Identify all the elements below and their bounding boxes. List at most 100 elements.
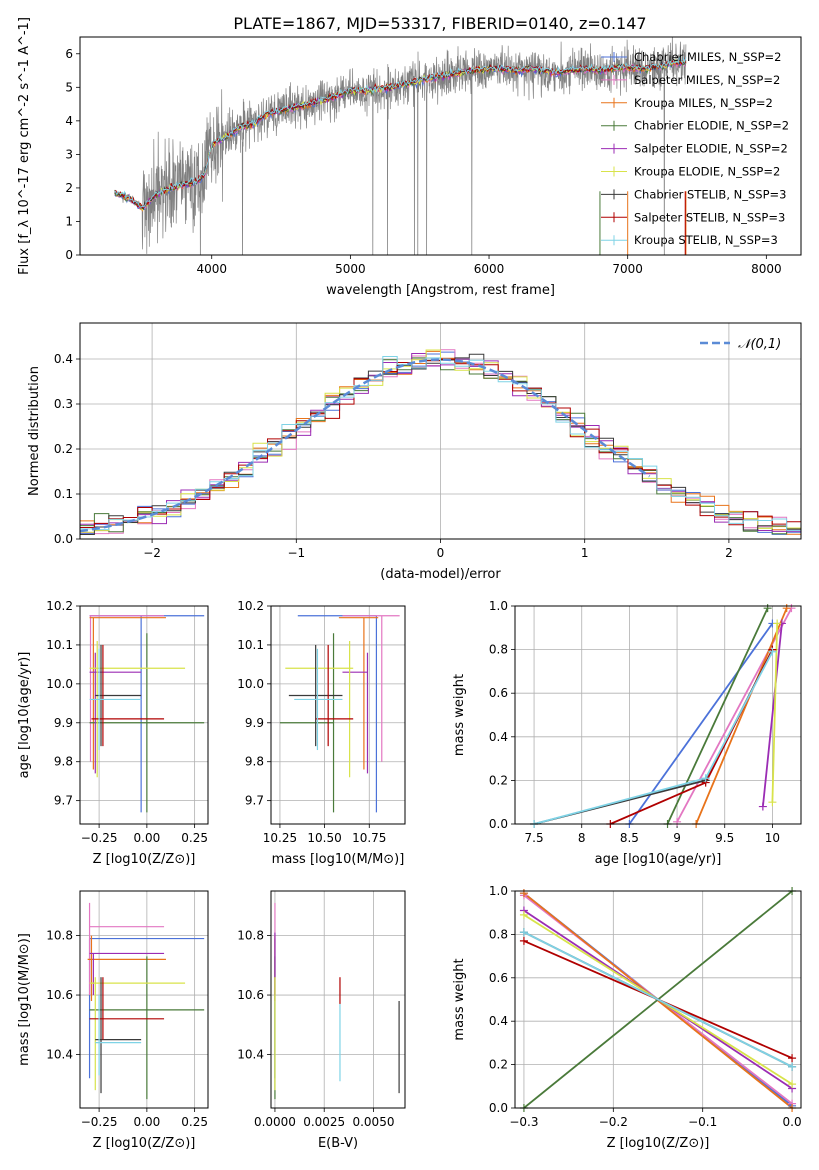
y-tick-label: 5 [65,80,73,94]
figure-title: PLATE=1867, MJD=53317, FIBERID=0140, z=0… [233,14,646,33]
y-tick-label: 6 [65,47,73,61]
y-axis-label: mass weight [452,958,467,1040]
panel-residuals: −2 −1 0 1 2 0.0 0.1 0.2 0.3 0.4 (data-model)/error… [27,322,802,582]
x-axis-label: E(B-V) [318,1136,358,1151]
y-tick-label: 10.0 [46,677,73,691]
panel-age_vs_mass: 10.25 10.50 10.75 9.7 9.8 9.9 10.0 10.1 10.2 mass… [237,599,406,867]
x-tick-label: −0.25 [81,831,118,845]
y-tick-label: 0.4 [489,730,508,744]
y-tick-label: 10.4 [46,1047,73,1061]
y-tick-label: 9.8 [54,755,73,769]
x-axis-label: (data-model)/error [380,567,501,582]
y-axis-label: Normed distribution [27,366,42,496]
y-tick-label: 9.9 [54,716,73,730]
mass-weight-point [788,1080,797,1089]
legend-entry: Salpeter ELODIE, N_SSP=2 [634,142,788,156]
x-tick-label: 10.25 [263,831,297,845]
x-axis-label: mass [log10(M/M⊙)] [272,852,405,867]
y-tick-label: 1.0 [489,884,508,898]
mass-weight-point [768,647,777,656]
y-tick-label: 10.2 [46,599,73,613]
y-tick-label: 10.4 [237,1047,264,1061]
x-tick-label: −0.25 [81,1115,118,1129]
x-tick-label: 9.5 [715,831,734,845]
x-tick-label: −1 [287,546,305,560]
axes-frame [79,322,802,540]
mass-weight-line [533,651,774,824]
y-tick-label: 1 [65,214,73,228]
mass-weight-line [695,607,788,824]
y-axis-label: mass weight [452,674,467,756]
axes-frame [514,890,802,1109]
x-axis-label: wavelength [Angstrom, rest frame] [326,283,555,298]
panel-mass_vs_EBV: 0.0000 0.0025 0.0050 10.4 10.6 10.8 E(B-V) [237,890,406,1151]
legend-entry: Chabrier STELIB, N_SSP=3 [634,187,786,201]
residual-histogram [80,356,801,531]
panel-age_vs_Z: −0.25 0.00 0.25 9.7 9.8 9.9 10.0 10.1 10.2 Z [log… [17,599,209,867]
residual-histogram [80,353,801,532]
y-tick-label: 0.0 [489,817,508,831]
y-tick-label: 10.8 [46,929,73,943]
mass-weight-point [701,774,710,783]
mass-weight-point [768,798,777,807]
mass-weight-point [673,817,682,826]
y-tick-label: 0.8 [489,643,508,657]
x-tick-label: 10.75 [352,831,386,845]
y-tick-label: 0.1 [54,487,73,501]
axes-frame [79,890,209,1109]
x-tick-label: 8.5 [620,831,639,845]
mass-weight-line [771,623,779,803]
y-tick-label: 0.6 [489,971,508,985]
x-tick-label: −2 [143,546,161,560]
legend-entry: 𝒩(0,1) [738,337,781,352]
mass-weight-point [519,936,528,945]
legend-entry: Kroupa MILES, N_SSP=2 [634,96,773,110]
x-axis-label: Z [log10(Z/Z⊙)] [93,1136,196,1151]
x-tick-label: 1 [581,546,589,560]
y-tick-label: 0.6 [489,686,508,700]
y-axis-label: mass [log10(M/M⊙)] [17,933,32,1066]
x-tick-label: −0.3 [509,1115,538,1129]
x-tick-label: 10 [765,831,780,845]
x-tick-label: 8 [578,831,586,845]
y-tick-label: 0.3 [54,397,73,411]
x-tick-label: 0.0000 [254,1115,296,1129]
x-tick-label: 0.0 [783,1115,802,1129]
x-tick-label: 7.5 [525,831,544,845]
y-axis-label: Flux [f_λ 10^-17 erg cm^-2 s^-1 A^-1] [17,17,32,275]
legend-entry: Kroupa ELODIE, N_SSP=2 [634,165,780,179]
plot-area [523,891,793,1108]
axes-frame [270,890,406,1109]
legend-entry: Kroupa STELIB, N_SSP=3 [634,233,778,247]
y-tick-label: 10.8 [237,929,264,943]
axes-frame [270,605,406,825]
y-tick-label: 9.8 [245,755,264,769]
y-tick-label: 0 [65,248,73,262]
y-tick-label: 10.1 [46,638,73,652]
mass-weight-point [519,928,528,937]
plot-area [533,607,793,824]
x-tick-label: 4000 [196,262,227,276]
x-tick-label: −0.2 [599,1115,628,1129]
panel-mass_vs_Z: −0.25 0.00 0.25 10.4 10.6 10.8 Z [log10(Z/Z⊙)]… [17,890,209,1151]
y-tick-label: 10.0 [237,677,264,691]
gaussian-curve [80,358,651,533]
mass-weight-point [519,910,528,919]
plot-area [87,902,205,1100]
plot-area [279,615,400,813]
plot-area [114,37,687,255]
mass-weight-line [762,623,783,807]
x-tick-label: 0.0025 [303,1115,345,1129]
x-tick-label: 2 [725,546,733,560]
plot-area [89,615,205,813]
legend-entry: Salpeter STELIB, N_SSP=3 [634,210,785,224]
x-tick-label: 0.0050 [352,1115,394,1129]
y-tick-label: 0.2 [54,442,73,456]
panel-weight_vs_Z: −0.3 −0.2 −0.1 0.0 0.0 0.2 0.4 0.6 0.8 1.0 Z [log1… [452,884,802,1151]
x-axis-label: Z [log10(Z/Z⊙)] [93,852,196,867]
y-tick-label: 0.0 [54,532,73,546]
plot-area [80,349,801,535]
mass-weight-line [666,607,769,824]
y-tick-label: 0.0 [489,1101,508,1115]
mass-weight-point [788,1062,797,1071]
